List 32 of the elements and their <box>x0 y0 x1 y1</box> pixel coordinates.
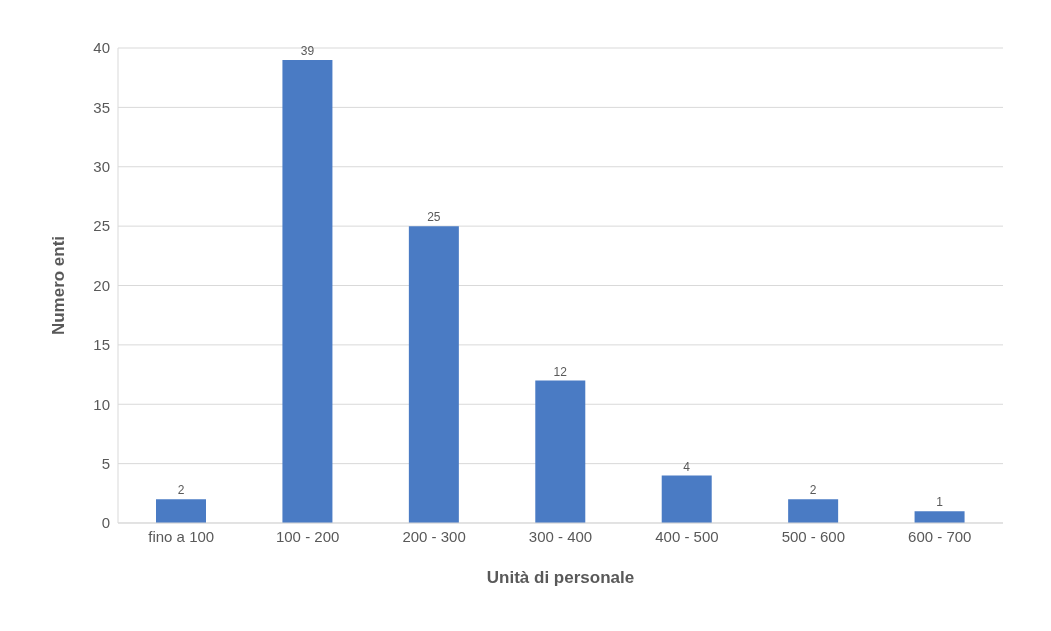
x-tick-label: fino a 100 <box>148 527 215 545</box>
y-tick-label: 25 <box>93 217 110 235</box>
x-tick-label: 100 - 200 <box>275 527 340 545</box>
y-tick-label: 35 <box>93 98 110 116</box>
x-tick-label: 400 - 500 <box>655 527 719 545</box>
data-label: 39 <box>300 43 315 58</box>
data-label: 12 <box>553 364 568 379</box>
data-label: 25 <box>427 210 441 225</box>
bar <box>535 380 586 523</box>
bar <box>156 499 206 523</box>
x-tick-label: 200 - 300 <box>402 527 466 545</box>
y-tick-label: 5 <box>101 454 110 472</box>
y-tick-label: 15 <box>93 336 110 354</box>
y-tick-label: 30 <box>93 158 110 176</box>
y-tick-label: 10 <box>93 395 110 413</box>
data-label: 4 <box>683 459 691 474</box>
y-axis-title: Numero enti <box>49 235 69 336</box>
data-label: 1 <box>936 495 944 510</box>
x-axis-title: Unità di personale <box>486 568 635 587</box>
bar <box>788 499 839 523</box>
y-tick-label: 20 <box>93 276 110 294</box>
bar <box>661 475 712 523</box>
bar <box>914 511 965 523</box>
y-tick-label: 0 <box>101 514 110 532</box>
bar <box>282 59 333 523</box>
data-label: 2 <box>809 483 817 498</box>
y-tick-label: 40 <box>93 39 110 57</box>
bar <box>408 226 459 523</box>
x-tick-label: 300 - 400 <box>528 527 593 545</box>
x-tick-label: 600 - 700 <box>908 527 972 545</box>
data-label: 2 <box>177 483 185 498</box>
x-tick-label: 500 - 600 <box>781 527 846 545</box>
